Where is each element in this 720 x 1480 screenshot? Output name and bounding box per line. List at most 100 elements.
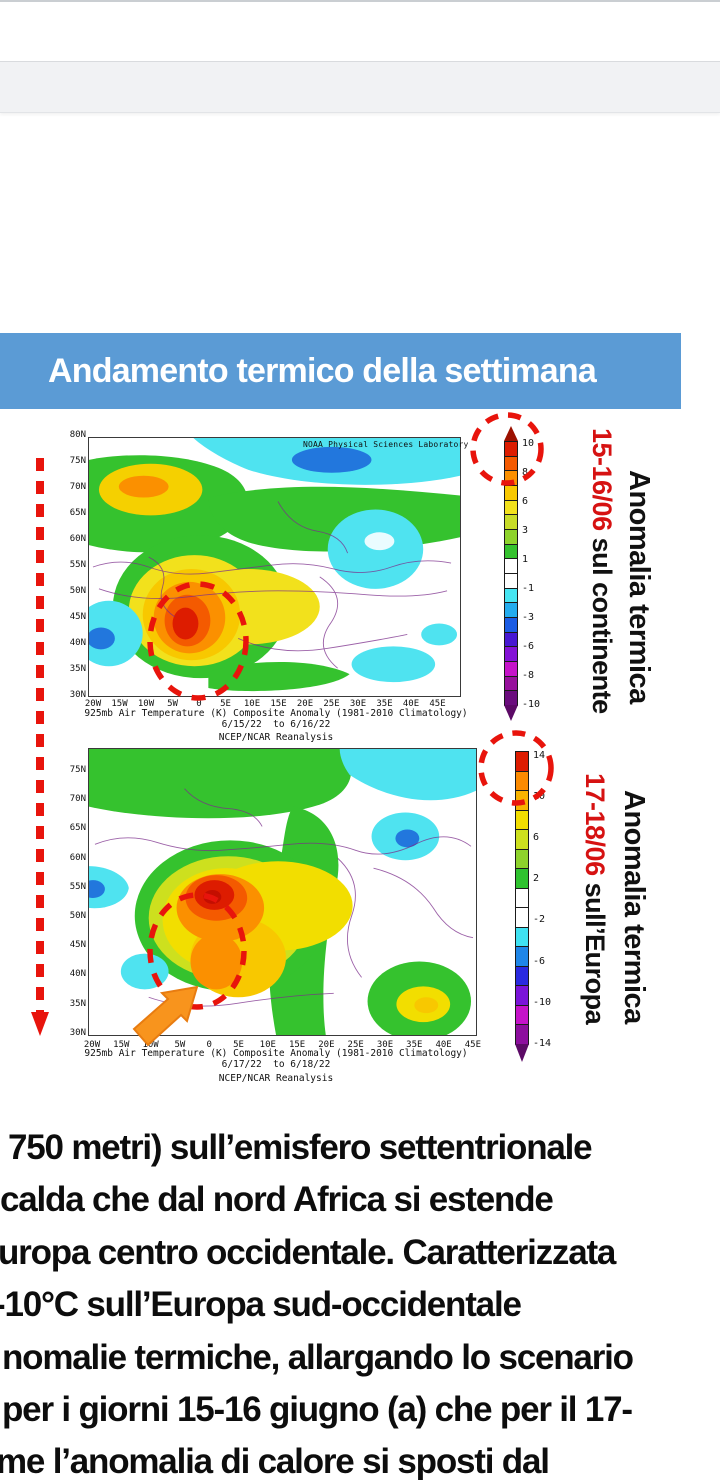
map1-lon-label: 30E xyxy=(349,699,367,709)
colorbar2-segment xyxy=(516,908,528,928)
map2-lat-label: 60N xyxy=(69,852,86,863)
colorbar2-tick: 6 xyxy=(533,832,540,844)
colorbar1-segment xyxy=(505,456,517,472)
map1-lon-label: 20E xyxy=(296,699,314,709)
colorbar2-tick: -10 xyxy=(533,996,552,1008)
colorbar1-segment xyxy=(505,632,517,648)
map1-lon-label: 15W xyxy=(111,699,128,709)
map1-lat-label: 70N xyxy=(69,482,86,492)
map2-side-label-title: Anomalia termica xyxy=(618,790,650,1024)
map2-caption-line1: 925mb Air Temperature (K) Composite Anom… xyxy=(84,1048,468,1059)
colorbar2-segment xyxy=(516,849,528,870)
map2-caption-line2: 6/17/22 to 6/18/22 xyxy=(221,1059,331,1070)
map2-lat-label: 70N xyxy=(69,794,86,805)
colorbar2-bottom-arrow-tip xyxy=(515,1044,529,1062)
colorbar2-segment xyxy=(516,830,528,850)
body-text-line: calda che dal nord Africa si estende xyxy=(0,1180,554,1220)
colorbar1-segment xyxy=(505,676,517,692)
colorbar1-bottom-arrow-tip xyxy=(504,705,518,721)
map1-lon-label: 5E xyxy=(220,699,231,709)
colorbar2-segment xyxy=(516,986,528,1006)
colorbar1-tick: -3 xyxy=(522,612,535,623)
map1-lon-label: 25E xyxy=(323,699,340,709)
map1-lat-label: 35N xyxy=(69,664,86,674)
colorbar2-segment xyxy=(516,752,528,772)
colorbar1-segment xyxy=(505,544,517,560)
top-divider xyxy=(0,0,720,2)
map2-lon-label: 45E xyxy=(464,1040,482,1050)
colorbar2-segment xyxy=(516,1025,528,1044)
colorbar2-segment xyxy=(516,927,528,948)
colorbar1-tick: 8 xyxy=(522,467,529,478)
map1-lat-label: 60N xyxy=(69,534,86,544)
body-text-line: per i giorni 15-16 giugno (a) che per il… xyxy=(2,1390,633,1430)
map1-side-label-dates: 15-16/06 sul continente xyxy=(586,428,617,714)
colorbar1-segment xyxy=(505,647,517,663)
colorbar1-segment xyxy=(505,559,517,575)
map1-lon-label: 5W xyxy=(167,699,178,709)
map2-date-suffix: sull’Europa xyxy=(580,875,610,1025)
map1-lon-label: 45E xyxy=(429,699,446,709)
colorbar2-tick: 2 xyxy=(533,873,540,885)
colorbar2-segment xyxy=(516,810,528,831)
colorbar2-tick: -14 xyxy=(533,1037,552,1049)
map2-side-label-dates: 17-18/06 sull’Europa xyxy=(579,773,610,1024)
map2-date-range: 17-18/06 xyxy=(580,773,610,876)
map2-lon-label: 5E xyxy=(233,1040,244,1050)
colorbar1-tick: 1 xyxy=(522,554,529,565)
map2-lon-label: 15W xyxy=(113,1040,130,1050)
colorbar1-segment xyxy=(505,471,517,487)
map1-lat-label: 40N xyxy=(69,638,86,648)
colorbar2-segment xyxy=(516,947,528,967)
map1-date-range: 15-16/06 xyxy=(587,428,617,531)
body-text-line: nomalie termiche, allargando lo scenario xyxy=(2,1337,634,1377)
colorbar2-tick: -2 xyxy=(533,914,546,926)
map2-lon-label: 10E xyxy=(259,1040,276,1050)
colorbar1 xyxy=(504,441,518,706)
map1-lon-label: 10E xyxy=(243,699,261,709)
map2-lat-label: 45N xyxy=(69,940,86,951)
map1-lon-label: 35E xyxy=(376,699,393,709)
body-text: 750 metri) sull’emisfero settentrionale c… xyxy=(0,1122,720,1480)
map1-graphic xyxy=(89,438,460,696)
colorbar1-segment xyxy=(505,574,517,589)
colorbar2-tick: 14 xyxy=(533,750,546,761)
colorbar2 xyxy=(515,751,529,1045)
map1-lat-label: 65N xyxy=(69,508,86,518)
map2-lon-label: 20E xyxy=(318,1040,335,1050)
map2-lat-label: 35N xyxy=(69,998,86,1009)
map1-caption-line3: NCEP/NCAR Reanalysis xyxy=(218,732,334,743)
colorbar1-segment xyxy=(505,618,517,633)
map1-lon-label: 20W xyxy=(84,699,102,709)
body-text-line: me l’anomalia di calore si sposti dal xyxy=(0,1442,550,1480)
map2-lon-label: 30E xyxy=(376,1040,394,1050)
map1-lon-label: 15E xyxy=(270,699,287,709)
map1-side-label-title: Anomalia termica xyxy=(623,470,655,704)
map2-temperature-anomaly-image xyxy=(88,748,477,1036)
map1-lat-label: 30N xyxy=(69,690,86,700)
colorbar1-tick: 10 xyxy=(522,438,535,449)
map1-caption-line1: 925mb Air Temperature (K) Composite Anom… xyxy=(84,708,468,719)
slide-title-band: Andamento termico della settimana xyxy=(0,333,681,409)
colorbar2-tick: -6 xyxy=(533,955,546,967)
map2-lon-label: 20W xyxy=(83,1040,101,1050)
map1-caption-line2: 6/15/22 to 6/16/22 xyxy=(221,719,331,730)
map2-lon-label: 15E xyxy=(288,1040,306,1050)
map1-temperature-anomaly-image xyxy=(88,437,461,697)
body-text-line: -10°C sull’Europa sud-occidentale xyxy=(0,1285,522,1325)
colorbar1-tick: -1 xyxy=(522,583,535,594)
colorbar1-tick: -6 xyxy=(522,641,535,652)
colorbar1-tick: -10 xyxy=(522,699,541,710)
map2-lat-label: 50N xyxy=(69,911,86,921)
map2-caption-line3: NCEP/NCAR Reanalysis xyxy=(218,1073,334,1084)
colorbar2-segment xyxy=(516,1005,528,1026)
map1-lat-label: 80N xyxy=(69,430,86,440)
map1-lon-label: 40E xyxy=(402,699,420,709)
colorbar2-segment xyxy=(516,888,528,909)
colorbar1-tick: -8 xyxy=(522,670,535,681)
map1-date-suffix: sul continente xyxy=(587,530,617,714)
map2-lat-label: 40N xyxy=(69,969,86,980)
map2-lat-label: 55N xyxy=(69,881,86,892)
body-text-line: 750 metri) sull’emisfero settentrionale xyxy=(8,1128,593,1167)
